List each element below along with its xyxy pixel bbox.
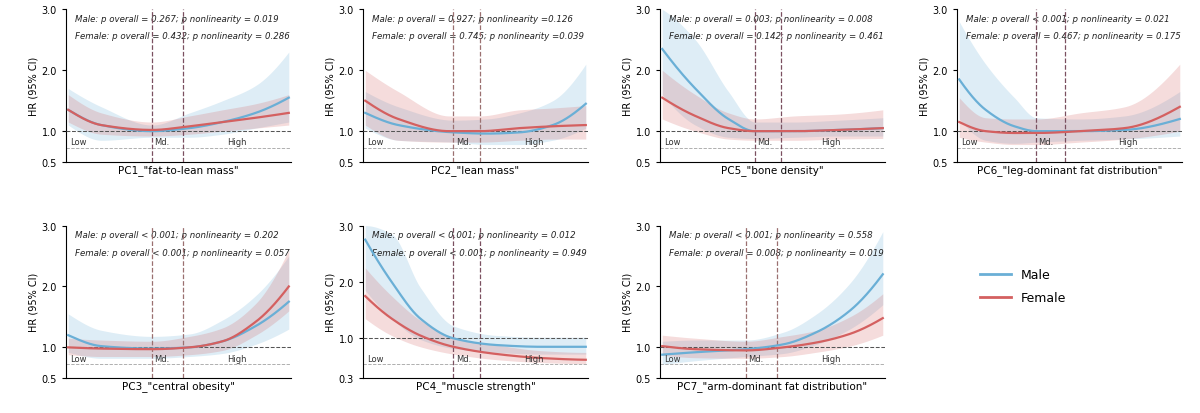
Y-axis label: HR (95% CI): HR (95% CI) bbox=[29, 273, 38, 332]
Legend: Male, Female: Male, Female bbox=[974, 264, 1072, 310]
Text: Male: p overall < 0.001; p nonlinearity = 0.012: Male: p overall < 0.001; p nonlinearity … bbox=[372, 230, 576, 240]
Text: Male: p overall = 0.927; p nonlinearity =0.126: Male: p overall = 0.927; p nonlinearity … bbox=[372, 15, 572, 24]
Text: High: High bbox=[524, 354, 544, 363]
Text: Female: p overall = 0.008; p nonlinearity = 0.019: Female: p overall = 0.008; p nonlinearit… bbox=[670, 248, 883, 257]
Text: Female: p overall = 0.142; p nonlinearity = 0.461: Female: p overall = 0.142; p nonlinearit… bbox=[670, 32, 883, 41]
Text: High: High bbox=[821, 138, 840, 147]
Text: Md.: Md. bbox=[757, 138, 773, 147]
Text: Female: p overall = 0.432; p nonlinearity = 0.286: Female: p overall = 0.432; p nonlinearit… bbox=[74, 32, 289, 41]
X-axis label: PC6_"leg-dominant fat distribution": PC6_"leg-dominant fat distribution" bbox=[977, 165, 1162, 176]
Y-axis label: HR (95% CI): HR (95% CI) bbox=[920, 57, 930, 116]
Text: Md.: Md. bbox=[1039, 138, 1054, 147]
Text: Md.: Md. bbox=[155, 354, 169, 363]
Text: Md.: Md. bbox=[749, 354, 763, 363]
Y-axis label: HR (95% CI): HR (95% CI) bbox=[326, 273, 336, 332]
Text: Md.: Md. bbox=[456, 354, 470, 363]
Text: Female: p overall < 0.001; p nonlinearity = 0.949: Female: p overall < 0.001; p nonlinearit… bbox=[372, 248, 587, 257]
Text: Low: Low bbox=[367, 354, 384, 363]
X-axis label: PC1_"fat-to-lean mass": PC1_"fat-to-lean mass" bbox=[118, 165, 239, 176]
Y-axis label: HR (95% CI): HR (95% CI) bbox=[623, 273, 632, 332]
Text: Male: p overall < 0.001; p nonlinearity = 0.021: Male: p overall < 0.001; p nonlinearity … bbox=[966, 15, 1170, 24]
Text: Low: Low bbox=[665, 138, 680, 147]
Text: High: High bbox=[1118, 138, 1138, 147]
Text: High: High bbox=[821, 354, 840, 363]
Text: Md.: Md. bbox=[456, 138, 470, 147]
Text: Female: p overall < 0.001; p nonlinearity = 0.057: Female: p overall < 0.001; p nonlinearit… bbox=[74, 248, 289, 257]
X-axis label: PC2_"lean mass": PC2_"lean mass" bbox=[432, 165, 520, 176]
Text: Male: p overall < 0.001; p nonlinearity = 0.202: Male: p overall < 0.001; p nonlinearity … bbox=[74, 230, 278, 240]
X-axis label: PC4_"muscle strength": PC4_"muscle strength" bbox=[415, 381, 535, 392]
Text: Low: Low bbox=[665, 354, 680, 363]
Text: Male: p overall = 0.267; p nonlinearity = 0.019: Male: p overall = 0.267; p nonlinearity … bbox=[74, 15, 278, 24]
Text: Low: Low bbox=[71, 138, 86, 147]
Text: High: High bbox=[524, 138, 544, 147]
Y-axis label: HR (95% CI): HR (95% CI) bbox=[326, 57, 336, 116]
Text: Low: Low bbox=[961, 138, 978, 147]
X-axis label: PC5_"bone density": PC5_"bone density" bbox=[721, 165, 824, 176]
Text: Low: Low bbox=[367, 138, 384, 147]
Text: Female: p overall = 0.467; p nonlinearity = 0.175: Female: p overall = 0.467; p nonlinearit… bbox=[966, 32, 1181, 41]
X-axis label: PC3_"central obesity": PC3_"central obesity" bbox=[122, 381, 235, 392]
Text: Male: p overall < 0.001; p nonlinearity = 0.558: Male: p overall < 0.001; p nonlinearity … bbox=[670, 230, 872, 240]
Text: Male: p overall = 0.003; p nonlinearity = 0.008: Male: p overall = 0.003; p nonlinearity … bbox=[670, 15, 872, 24]
Y-axis label: HR (95% CI): HR (95% CI) bbox=[29, 57, 38, 116]
Text: Female: p overall = 0.745; p nonlinearity =0.039: Female: p overall = 0.745; p nonlinearit… bbox=[372, 32, 584, 41]
Text: High: High bbox=[227, 354, 246, 363]
Text: Low: Low bbox=[71, 354, 86, 363]
Text: High: High bbox=[227, 138, 246, 147]
Y-axis label: HR (95% CI): HR (95% CI) bbox=[623, 57, 632, 116]
Text: Md.: Md. bbox=[155, 138, 169, 147]
X-axis label: PC7_"arm-dominant fat distribution": PC7_"arm-dominant fat distribution" bbox=[678, 381, 868, 392]
